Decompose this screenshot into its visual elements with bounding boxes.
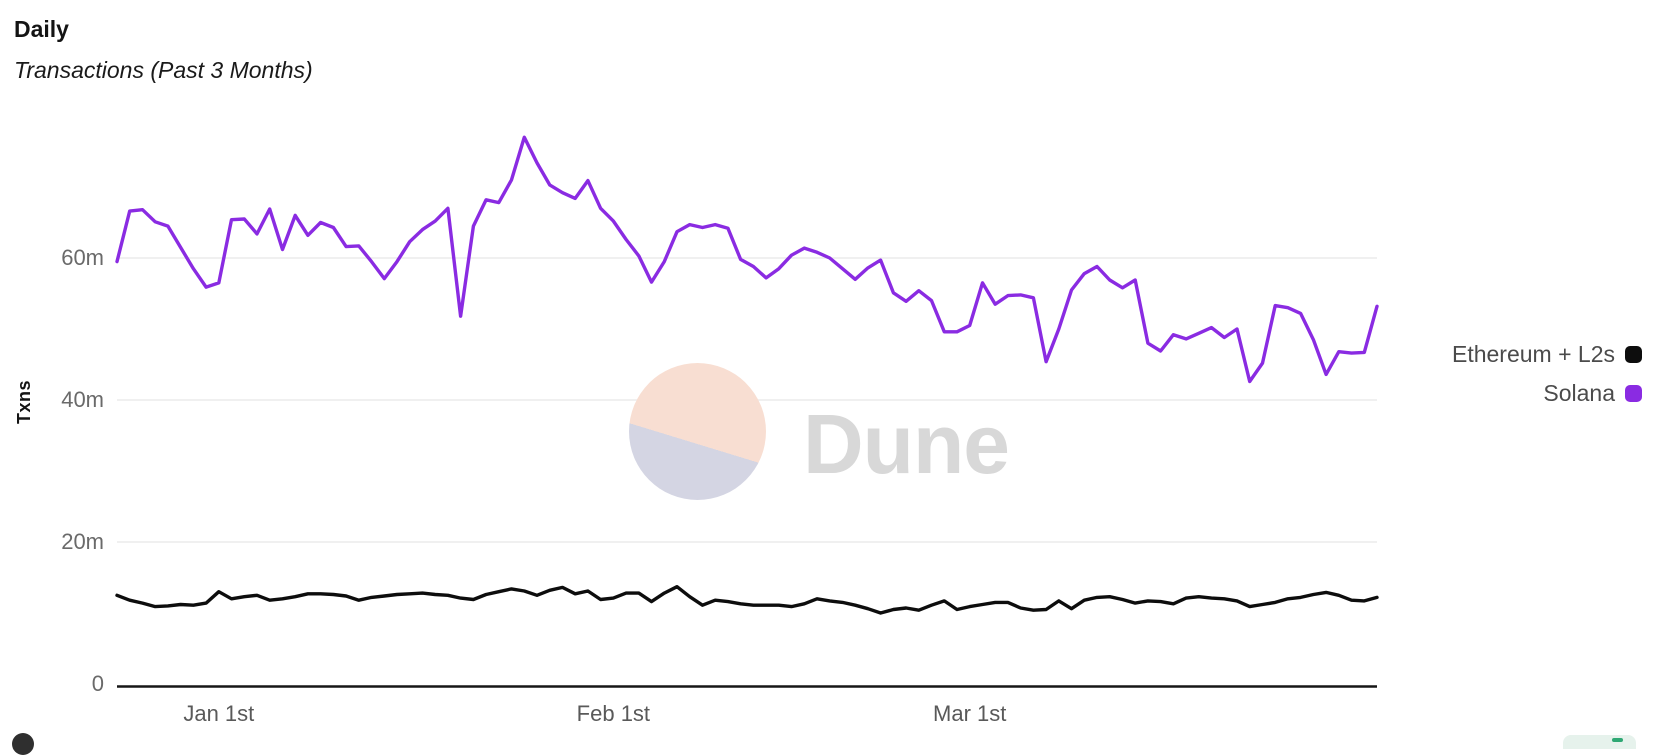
legend-label-ethereum-l2s: Ethereum + L2s [1451,341,1615,367]
series-line-solana [115,135,1379,384]
footer-dune-logo-icon[interactable] [12,733,34,755]
legend-item-solana[interactable]: Solana [1452,380,1642,407]
page-title: Daily [14,16,69,42]
dune-logo-icon [629,363,766,500]
series-line-ethereum-l2s [115,585,1379,615]
x-tick-label: Feb 1st [576,701,651,726]
x-tick-label: Mar 1st [933,701,1007,726]
footer-badge[interactable] [1563,735,1636,749]
x-tick-label: Jan 1st [183,701,255,726]
y-tick-label: 60m [61,245,104,270]
legend-swatch-ethereum-l2s-icon [1625,346,1642,363]
legend-swatch-solana-icon [1625,385,1642,402]
footer-badge-check-icon [1612,738,1623,742]
y-tick-label: 0 [91,671,104,696]
chart-legend: Ethereum + L2s Solana [1452,341,1642,419]
chart-subtitle: Transactions (Past 3 Months) [14,57,313,83]
legend-label-solana: Solana [1543,380,1615,406]
y-tick-label: 20m [61,529,104,554]
y-tick-label: 40m [61,387,104,412]
dune-watermark: Dune [803,397,1010,491]
legend-item-ethereum-l2s[interactable]: Ethereum + L2s [1452,341,1642,368]
